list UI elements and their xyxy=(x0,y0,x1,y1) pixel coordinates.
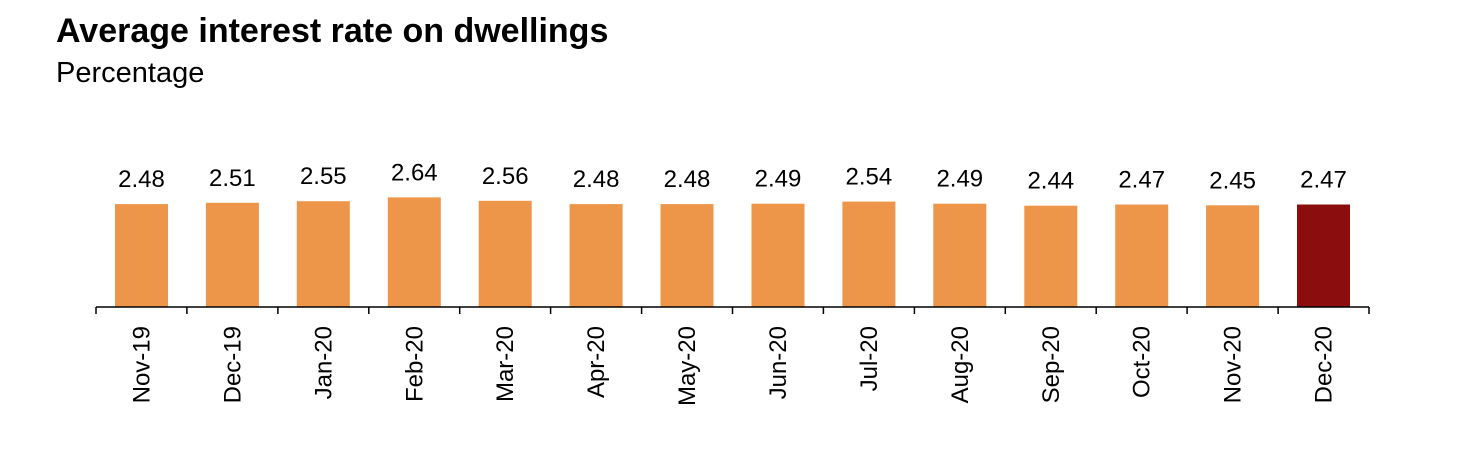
x-tick-label: Sep-20 xyxy=(1038,326,1065,403)
bar-aug-20 xyxy=(933,203,987,307)
x-tick-label: Aug-20 xyxy=(947,326,974,403)
x-tick-label: May-20 xyxy=(674,326,701,406)
bar-nov-20 xyxy=(1206,205,1260,307)
bar-may-20 xyxy=(660,204,714,307)
bar-sep-20 xyxy=(1024,205,1078,307)
x-tick-label: Nov-20 xyxy=(1220,326,1247,403)
bar-dec-20 xyxy=(1297,204,1350,307)
data-label: 2.45 xyxy=(1209,167,1256,194)
data-label: 2.64 xyxy=(391,159,438,186)
data-label: 2.47 xyxy=(1300,167,1347,194)
x-tick-label: Dec-19 xyxy=(219,326,246,403)
data-labels-group: 2.48 2.51 2.55 2.64 2.56 2.48 2.48 2.49 2.54 2.49… xyxy=(118,159,1347,194)
data-label: 2.47 xyxy=(1118,167,1165,194)
x-tick-label: Oct-20 xyxy=(1129,326,1156,398)
x-tick-label: Jan-20 xyxy=(310,326,337,399)
data-label: 2.48 xyxy=(573,166,620,193)
x-axis xyxy=(95,306,1370,314)
data-label: 2.48 xyxy=(118,166,165,193)
x-tick-label: Feb-20 xyxy=(401,326,428,402)
bars-group xyxy=(115,197,1350,307)
x-tick-label: Mar-20 xyxy=(492,326,519,402)
bar-oct-20 xyxy=(1115,204,1169,307)
chart-title: Average interest rate on dwellings xyxy=(56,12,609,50)
bar-jul-20 xyxy=(842,201,896,307)
data-label: 2.44 xyxy=(1027,168,1074,195)
bar-apr-20 xyxy=(569,204,623,307)
data-label: 2.49 xyxy=(936,166,983,193)
x-tick-label: Nov-19 xyxy=(129,326,156,403)
data-label: 2.56 xyxy=(482,163,529,190)
chart-subtitle: Percentage xyxy=(56,57,205,89)
data-label: 2.49 xyxy=(755,166,802,193)
data-label: 2.55 xyxy=(300,163,347,190)
data-label: 2.54 xyxy=(846,164,893,191)
bar-mar-20 xyxy=(478,200,532,307)
bar-dec-19 xyxy=(205,202,259,307)
data-label: 2.48 xyxy=(664,166,711,193)
bar-jun-20 xyxy=(751,203,805,307)
x-tick-label: Jul-20 xyxy=(856,326,883,391)
x-tick-label: Apr-20 xyxy=(583,326,610,398)
x-tick-labels-group: Nov-19 Dec-19 Jan-20 Feb-20 Mar-20 Apr-20 May-… xyxy=(129,326,1338,406)
x-tick-label: Jun-20 xyxy=(765,326,792,399)
x-tick-label: Dec-20 xyxy=(1311,326,1338,403)
bar-nov-19 xyxy=(115,204,168,307)
bar-jan-20 xyxy=(296,201,350,307)
bar-feb-20 xyxy=(387,197,441,307)
data-label: 2.51 xyxy=(209,165,256,192)
